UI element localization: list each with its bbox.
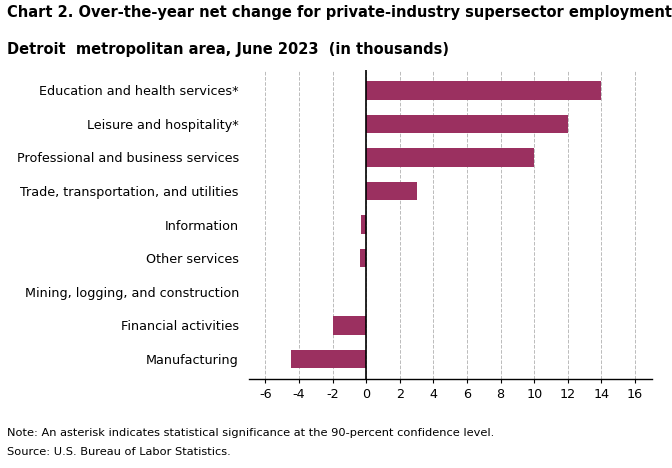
Bar [362,215,366,234]
Bar [366,81,601,100]
Bar [366,182,417,200]
Text: Note: An asterisk indicates statistical significance at the 90-percent confidenc: Note: An asterisk indicates statistical … [7,428,494,438]
Bar [360,249,366,267]
Bar [333,316,366,335]
Bar [366,148,534,167]
Bar [290,350,366,368]
Text: Chart 2. Over-the-year net change for private-industry supersector employment in: Chart 2. Over-the-year net change for pr… [7,5,672,20]
Text: Source: U.S. Bureau of Labor Statistics.: Source: U.S. Bureau of Labor Statistics. [7,447,230,457]
Text: Detroit  metropolitan area, June 2023  (in thousands): Detroit metropolitan area, June 2023 (in… [7,42,449,57]
Bar [366,115,568,133]
